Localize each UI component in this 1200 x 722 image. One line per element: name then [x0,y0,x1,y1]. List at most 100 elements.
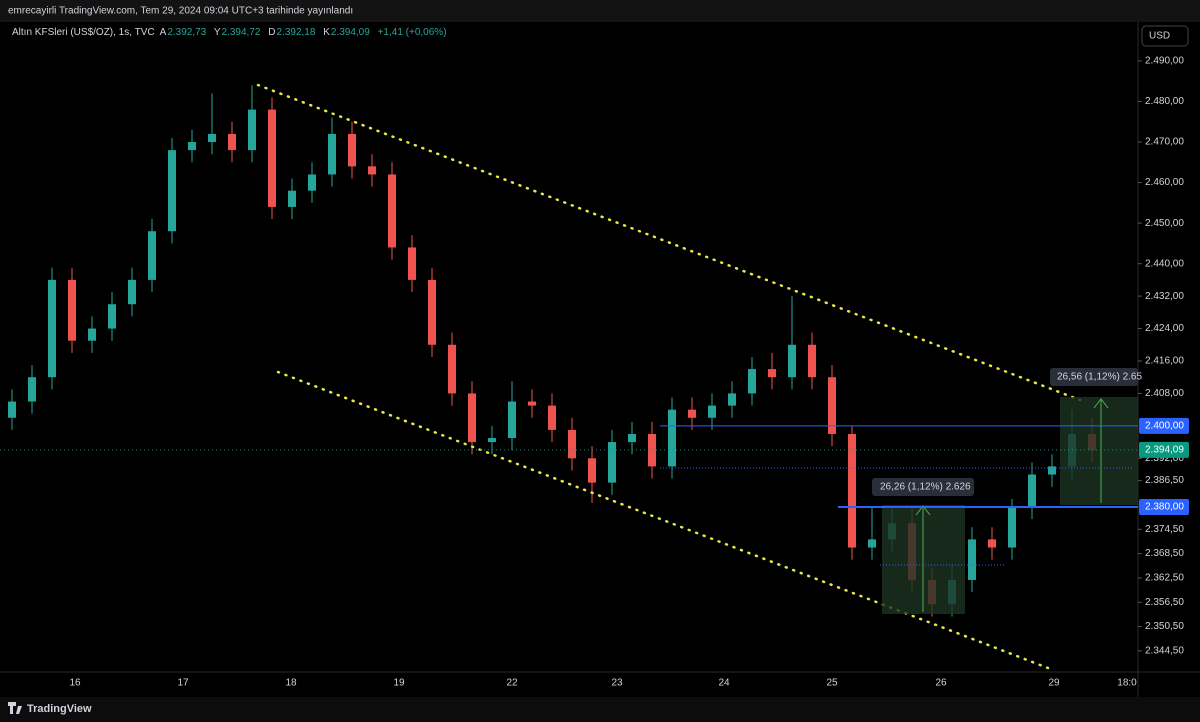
candle-body [8,401,16,418]
legend-value: 2.392,73 [167,27,207,38]
candle-body [228,133,236,151]
legend: Altın KFSleri (US$/OZ), 1s, TVC A2.392,7… [12,27,452,38]
legend-key: D [268,27,276,38]
candle-body [728,393,736,406]
candle-body [988,539,996,548]
candle-body [48,279,56,378]
trend-line [256,83,1082,402]
legend-key: Y [213,27,221,38]
price-tag-label: 2.394,09 [1145,444,1184,455]
measure-arrow [1093,398,1109,503]
symbol: Altın KFSleri (US$/OZ), 1s, TVC [12,27,155,38]
legend-change: +1,41 (+0,06%) [377,27,447,38]
y-tick-label: 2.362,50 [1145,573,1184,584]
candle-body [468,393,476,443]
price-tag-label: 2.380,00 [1145,502,1184,513]
x-tick-label: 24 [718,678,730,689]
measure-box [1060,397,1138,505]
candle-body [108,304,116,329]
candle-body [248,109,256,151]
y-tick-label: 2.350,50 [1145,621,1184,632]
x-tick-label: 19 [393,678,405,689]
candle-body [348,133,356,167]
candle-body [428,279,436,345]
x-tick-label: 18 [285,678,297,689]
candle-body [768,369,776,378]
x-tick-label: 22 [506,678,518,689]
legend-value: 2.394,09 [330,27,370,38]
candle-body [708,405,716,418]
candle-body [528,401,536,406]
y-tick-label: 2.408,00 [1145,388,1184,399]
x-tick-label: 18:0 [1117,678,1137,689]
candle-body [808,344,816,378]
candle-body [1048,466,1056,475]
legend-value: 2.394,72 [221,27,261,38]
legend-key: A [159,27,167,38]
candle-body [388,174,396,248]
header-text: emrecayirli TradingView.com, Tem 29, 202… [8,6,353,17]
candle-body [448,344,456,394]
y-tick-label: 2.386,50 [1145,475,1184,486]
candle-body [828,377,836,434]
candle-body [628,433,636,443]
y-tick-label: 2.450,00 [1145,218,1184,229]
price-tag-label: 2.400,00 [1145,421,1184,432]
candle-body [788,344,796,378]
tv-logo [8,702,22,714]
y-tick-label: 2.440,00 [1145,258,1184,269]
candle-body [68,279,76,341]
candle-body [128,279,136,305]
x-tick-label: 26 [935,678,947,689]
candle-body [368,166,376,175]
candle-body [748,369,756,394]
y-tick-label: 2.368,50 [1145,548,1184,559]
annotation-box [872,478,974,496]
candle-body [608,442,616,483]
legend-value: 2.392,18 [276,27,316,38]
y-tick-label: 2.470,00 [1145,137,1184,148]
currency-button[interactable] [1141,25,1189,47]
y-tick-label: 2.424,00 [1145,323,1184,334]
y-tick-label: 2.490,00 [1145,56,1184,67]
annotation: 26,26 (1,12%) 2.626 [880,482,971,493]
candle-body [188,142,196,151]
candle-body [588,458,596,483]
x-tick-label: 23 [611,678,623,689]
candle-body [88,328,96,341]
candle-body [408,247,416,280]
candle-body [208,133,216,143]
candle-body [688,409,696,418]
candle-body [268,109,276,207]
price-tag [1139,417,1189,434]
x-tick-label: 17 [177,678,189,689]
candle-body [148,231,156,280]
candle-body [488,438,496,443]
candle-body [548,405,556,430]
candle-body [328,133,336,175]
candle-body [1008,506,1016,548]
candle-body [968,539,976,580]
candle-body [28,377,36,402]
candle-body [868,539,876,548]
y-tick-label: 2.460,00 [1145,177,1184,188]
footer-bar [0,697,1200,722]
y-tick-label: 2.416,00 [1145,356,1184,367]
candle-body [168,150,176,232]
y-tick-label: 2.374,50 [1145,524,1184,535]
currency-label[interactable]: USD [1149,31,1170,42]
x-tick-label: 29 [1048,678,1060,689]
legend-key: K [323,27,330,38]
x-tick-label: 16 [69,678,81,689]
y-tick-label: 2.480,00 [1145,96,1184,107]
annotation: 26,56 (1,12%) 2.65 [1057,372,1142,383]
y-tick-label: 2.392,00 [1145,453,1184,464]
candle-body [1028,474,1036,507]
trend-line [276,370,1050,670]
candle-body [288,190,296,207]
candle-body [668,409,676,467]
candle-body [308,174,316,191]
x-tick-label: 25 [826,678,838,689]
candle-body [568,429,576,459]
